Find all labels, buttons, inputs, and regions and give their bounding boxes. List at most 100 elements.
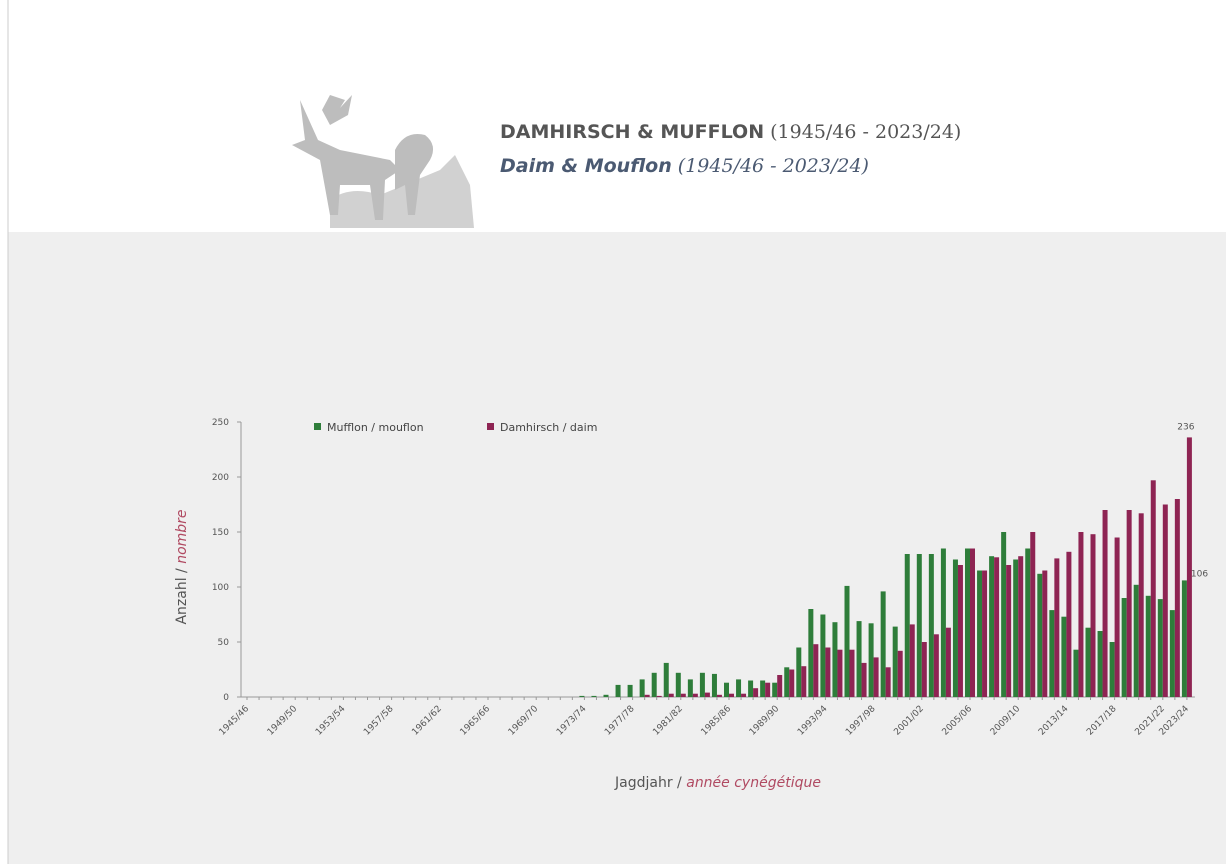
bar: [579, 695, 585, 697]
title-fr-period: (1945/46 - 2023/24): [678, 155, 869, 177]
bar: [777, 675, 783, 697]
bar: [909, 624, 915, 697]
chart-panel: [8, 232, 1226, 864]
bar: [965, 548, 970, 697]
bar: [1186, 437, 1192, 697]
bar: [748, 680, 754, 697]
bar: [945, 627, 951, 697]
bar: [1138, 513, 1144, 697]
y-label-de: Anzahl /: [174, 568, 190, 625]
bar: [796, 647, 802, 697]
bar: [1001, 532, 1007, 697]
bar: [687, 679, 693, 697]
bar: [760, 680, 766, 697]
bar: [724, 682, 729, 697]
bar: [591, 695, 597, 697]
bar: [772, 682, 778, 697]
bar: [1073, 649, 1079, 697]
bar: [784, 667, 790, 697]
bar: [1162, 504, 1168, 697]
y-tick-label: 0: [223, 693, 229, 703]
bar: [897, 650, 903, 697]
bar: [1013, 559, 1019, 697]
bar: [1025, 548, 1031, 697]
bar: [1133, 584, 1139, 697]
bar: [716, 694, 722, 697]
bar: [753, 688, 759, 697]
bar: [663, 662, 669, 697]
bar: [873, 657, 879, 697]
legend-swatch: [314, 423, 321, 430]
bar: [916, 554, 922, 697]
bar: [736, 679, 742, 697]
bar: [639, 679, 645, 697]
bar: [994, 557, 1000, 697]
y-tick-label: 250: [212, 418, 229, 428]
bar: [849, 649, 855, 697]
bar: [837, 649, 843, 697]
value-label: 236: [1177, 422, 1194, 432]
bar: [952, 559, 958, 697]
bar: [1061, 616, 1067, 697]
y-tick-label: 150: [212, 528, 229, 538]
bar: [904, 554, 910, 697]
bar: [680, 693, 686, 697]
y-tick-label: 50: [218, 638, 230, 648]
bar: [1121, 598, 1127, 697]
bar: [668, 693, 674, 697]
bar: [1102, 510, 1108, 697]
bar: [1109, 642, 1115, 697]
bar: [1181, 580, 1187, 697]
bar: [1126, 510, 1132, 697]
bar: [892, 626, 898, 697]
bar: [1090, 534, 1096, 697]
bar: [1097, 631, 1103, 697]
bar: [1174, 499, 1180, 697]
title-fr: Daim & Mouflon (1945/46 - 2023/24): [500, 155, 869, 177]
bar: [1066, 551, 1072, 697]
y-label-fr: nombre: [174, 509, 190, 563]
bar: [1006, 565, 1012, 697]
y-tick-label: 200: [212, 473, 229, 483]
bar: [982, 570, 988, 697]
bar: [699, 672, 705, 697]
bar: [704, 692, 710, 697]
bar: [656, 695, 662, 697]
bar: [856, 621, 862, 697]
title-de-period: (1945/46 - 2023/24): [770, 121, 961, 143]
bar: [644, 694, 650, 697]
bar: [1157, 599, 1163, 697]
bar: [1054, 558, 1060, 697]
bar: [1114, 537, 1120, 697]
title-de-main: DAMHIRSCH & MUFFLON: [500, 121, 764, 143]
bar: [880, 591, 886, 697]
bar: [729, 693, 734, 697]
bar: [1049, 610, 1055, 697]
bar: [825, 647, 831, 697]
legend-swatch: [487, 423, 494, 430]
bar: [808, 609, 814, 697]
bar: [1042, 570, 1048, 697]
bar: [970, 548, 975, 697]
title-de: DAMHIRSCH & MUFFLON (1945/46 - 2023/24): [500, 121, 961, 143]
bar: [675, 672, 681, 697]
bar: [1169, 610, 1175, 697]
bar: [603, 694, 609, 697]
legend-label: Mufflon / mouflon: [327, 421, 424, 434]
bar: [928, 554, 934, 697]
x-axis-label: Jagdjahr / année cynégétique: [614, 775, 821, 791]
bar: [820, 614, 826, 697]
bar: [789, 669, 795, 697]
bar: [957, 565, 963, 697]
bar: [844, 585, 850, 697]
bar: [885, 667, 891, 697]
bar: [940, 548, 946, 697]
bar: [861, 662, 867, 697]
title-fr-main: Daim & Mouflon: [500, 155, 672, 177]
x-label-fr: année cynégétique: [686, 775, 821, 791]
bar: [1037, 573, 1043, 697]
bar: [1078, 532, 1084, 697]
bar: [921, 642, 927, 697]
